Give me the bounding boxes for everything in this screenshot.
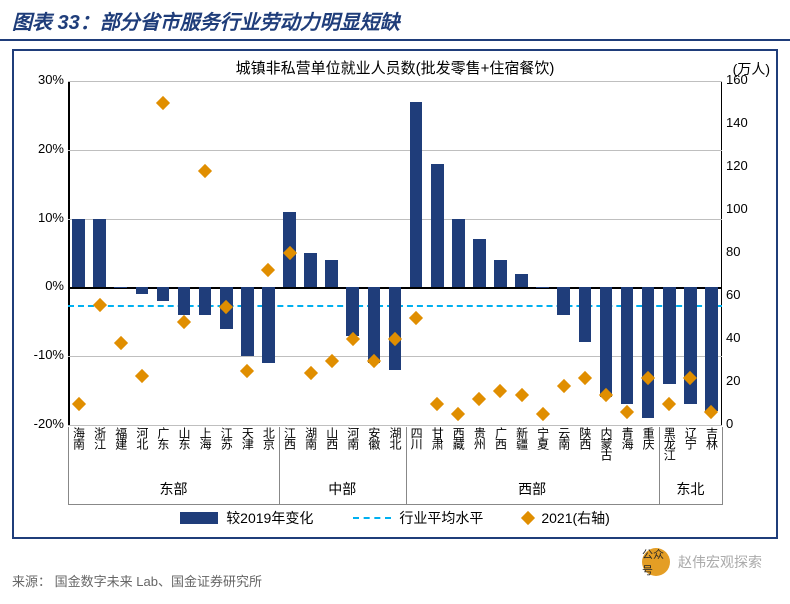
bar xyxy=(557,287,570,315)
data-point xyxy=(578,371,592,385)
data-point xyxy=(536,407,550,421)
data-point xyxy=(430,396,444,410)
bar xyxy=(346,287,359,335)
bar xyxy=(157,287,170,301)
data-point xyxy=(304,366,318,380)
bar xyxy=(473,239,486,287)
legend-avg-swatch xyxy=(353,517,391,519)
header-title-text: 部分省市服务行业劳动力明显短缺 xyxy=(100,12,400,34)
plot-region: -20%-10%0%10%20%30%020406080100120140160 xyxy=(68,81,722,425)
y-left-tick: -20% xyxy=(18,416,64,431)
bar xyxy=(536,287,549,288)
legend-pt-label: 2021(右轴) xyxy=(541,508,609,528)
grid-line xyxy=(68,219,722,220)
data-point xyxy=(177,315,191,329)
data-point xyxy=(135,368,149,382)
data-point xyxy=(662,396,676,410)
bar xyxy=(114,287,127,288)
data-point xyxy=(515,388,529,402)
source-label: 来源： xyxy=(12,574,51,589)
bar xyxy=(600,287,613,397)
legend: 较2019年变化 行业平均水平 2021(右轴) xyxy=(14,507,776,529)
bar xyxy=(178,287,191,315)
data-point xyxy=(71,396,85,410)
bar xyxy=(579,287,592,342)
bar xyxy=(199,287,212,315)
grid-line xyxy=(68,425,722,426)
bar xyxy=(705,287,718,411)
legend-bar: 较2019年变化 xyxy=(180,508,313,528)
data-point xyxy=(620,405,634,419)
data-point xyxy=(472,392,486,406)
bar xyxy=(304,253,317,287)
y-left-tick: -10% xyxy=(18,347,64,362)
legend-bar-swatch xyxy=(180,512,218,524)
bar xyxy=(621,287,634,404)
chart-title: 城镇非私营单位就业人员数(批发零售+住宿餐饮) xyxy=(14,57,776,78)
chart-header: 图表 33：部分省市服务行业劳动力明显短缺 xyxy=(0,0,790,41)
data-point xyxy=(557,379,571,393)
bar xyxy=(452,219,465,288)
chart-header-title: 图表 33：部分省市服务行业劳动力明显短缺 xyxy=(12,12,400,34)
watermark: 公众号 赵伟宏观探索 xyxy=(642,548,762,576)
bar xyxy=(241,287,254,356)
source-text: 国金数字未来 Lab、国金证券研究所 xyxy=(55,574,262,589)
bar xyxy=(325,260,338,288)
y-left-tick: 0% xyxy=(18,278,64,293)
bar xyxy=(136,287,149,294)
legend-avg: 行业平均水平 xyxy=(353,508,483,528)
y-left-tick: 30% xyxy=(18,72,64,87)
legend-avg-label: 行业平均水平 xyxy=(399,508,483,528)
y-right-tick: 100 xyxy=(726,201,772,216)
bar xyxy=(262,287,275,363)
chart-area: 城镇非私营单位就业人员数(批发零售+住宿餐饮) (万人) -20%-10%0%1… xyxy=(12,49,778,539)
data-point xyxy=(198,164,212,178)
y-right-tick: 160 xyxy=(726,72,772,87)
y-left-tick: 10% xyxy=(18,210,64,225)
y-right-tick: 20 xyxy=(726,373,772,388)
grid-line xyxy=(68,81,722,82)
data-point xyxy=(114,336,128,350)
bar xyxy=(642,287,655,418)
bar xyxy=(494,260,507,288)
data-point xyxy=(493,384,507,398)
data-point xyxy=(93,298,107,312)
region-sep xyxy=(722,427,723,505)
y-right-tick: 120 xyxy=(726,158,772,173)
region-label: 东部 xyxy=(159,479,187,499)
region-label: 西部 xyxy=(518,479,546,499)
y-right-tick: 60 xyxy=(726,287,772,302)
data-point xyxy=(156,95,170,109)
grid-line xyxy=(68,150,722,151)
y-left-tick: 20% xyxy=(18,141,64,156)
data-point xyxy=(261,263,275,277)
bar xyxy=(684,287,697,404)
watermark-icon: 公众号 xyxy=(642,548,670,576)
bar xyxy=(389,287,402,370)
region-label: 中部 xyxy=(328,479,356,499)
y-right-tick: 0 xyxy=(726,416,772,431)
bar xyxy=(515,274,528,288)
legend-bar-label: 较2019年变化 xyxy=(226,508,313,528)
bar xyxy=(431,164,444,288)
y-right-tick: 80 xyxy=(726,244,772,259)
source-footer: 来源： 国金数字未来 Lab、国金证券研究所 xyxy=(12,571,262,590)
y-right-tick: 40 xyxy=(726,330,772,345)
region-labels: 东部 中部 西部 东北 xyxy=(68,479,722,501)
bar xyxy=(368,287,381,363)
y-right-tick: 140 xyxy=(726,115,772,130)
legend-pt: 2021(右轴) xyxy=(523,508,609,528)
header-prefix: 图表 33： xyxy=(12,12,100,34)
bar xyxy=(410,102,423,288)
data-point xyxy=(409,310,423,324)
bar xyxy=(72,219,85,288)
legend-pt-swatch xyxy=(521,511,535,525)
watermark-text: 赵伟宏观探索 xyxy=(678,552,762,572)
data-point xyxy=(240,364,254,378)
bar xyxy=(663,287,676,383)
bar xyxy=(93,219,106,288)
region-label: 东北 xyxy=(676,479,704,499)
data-point xyxy=(451,407,465,421)
